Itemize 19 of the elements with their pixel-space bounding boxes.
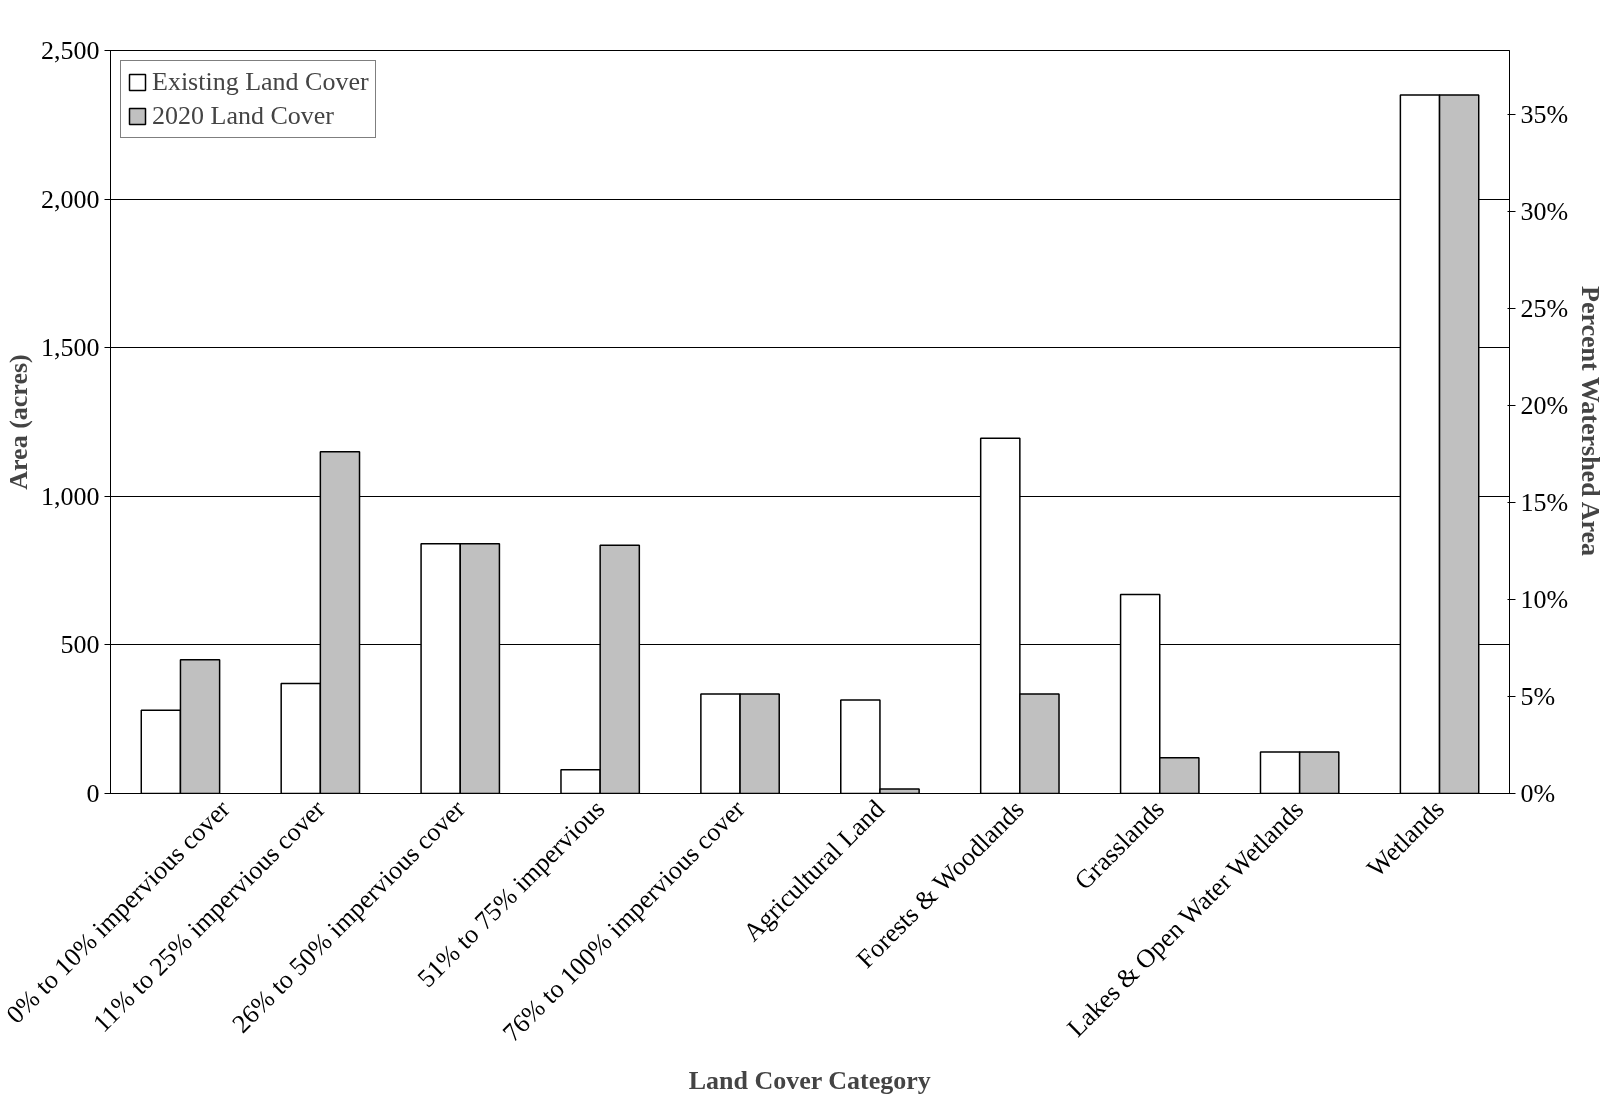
y2-tick-label: 30% [1520,197,1569,227]
y2-tick-label: 25% [1520,294,1569,324]
y-axis-title: Area (acres) [4,354,33,490]
y2-tick-label: 10% [1520,585,1569,615]
y-tick-label: 1,000 [41,481,100,511]
y2-tick-label: 15% [1520,488,1569,518]
y2-tick-label: 35% [1520,100,1569,130]
y-tick-label: 0 [86,779,100,808]
y2-tick-label: 0% [1520,779,1556,808]
y-tick-label: 1,500 [41,333,100,363]
y2-axis-title: Percent Watershed Area [1576,286,1606,557]
legend-label: Existing Land Cover [152,67,369,97]
y-tick-label: 500 [60,630,100,660]
x-axis-title: Land Cover Category [688,1065,931,1095]
y-tick-label: 2,500 [41,36,100,65]
legend-label: 2020 Land Cover [152,101,334,131]
y2-tick-label: 20% [1520,391,1569,421]
y-tick-label: 2,000 [41,184,100,214]
y2-tick-label: 5% [1520,682,1556,711]
